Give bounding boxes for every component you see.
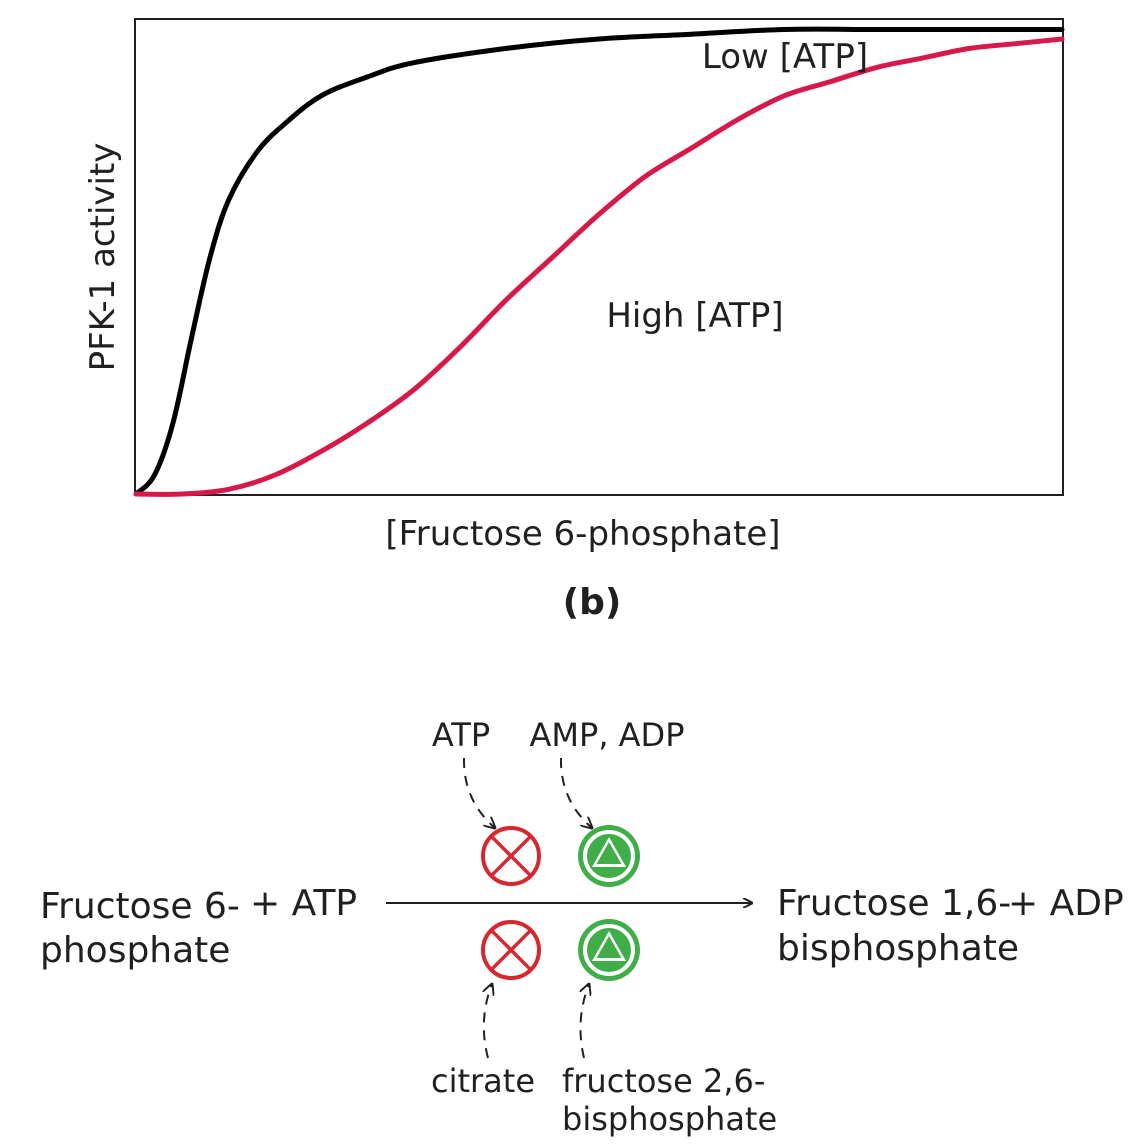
substrate-label: Fructose 6- phosphate xyxy=(40,886,251,971)
substrate-line-1: Fructose 6- xyxy=(40,886,240,927)
chart: Low [ATP] High [ATP] PFK-1 activity [Fru… xyxy=(83,18,1065,623)
dashed-arrow-f26bp xyxy=(580,984,589,1059)
x-axis-label: [Fructose 6-phosphate] xyxy=(385,514,780,554)
substrate-line-2: phosphate xyxy=(40,930,230,971)
regulator-f26bp-label: fructose 2,6- bisphosphate xyxy=(562,1062,777,1138)
activate-icon-bottom xyxy=(578,919,640,981)
f26bp-line-1: fructose 2,6- xyxy=(562,1062,765,1100)
y-axis-label: PFK-1 activity xyxy=(83,143,123,372)
regulator-amp-adp-label: AMP, ADP xyxy=(530,716,685,754)
series-line-low-atp xyxy=(133,26,1065,497)
cosubstrate-atp: + ATP xyxy=(250,883,357,924)
inhibit-icon-bottom xyxy=(481,920,541,980)
panel-caption: (b) xyxy=(563,582,622,623)
dashed-arrow-citrate xyxy=(484,984,492,1059)
regulator-citrate-label: citrate xyxy=(431,1062,535,1100)
dashed-arrow-atp xyxy=(462,757,495,828)
dashed-arrow-amp-adp xyxy=(559,757,592,828)
product-line-1: Fructose 1,6- xyxy=(777,883,1011,924)
coproduct-adp: + ADP xyxy=(1008,883,1124,924)
series-layer xyxy=(133,26,1065,497)
plot-frame xyxy=(134,18,1064,496)
product-label: Fructose 1,6- bisphosphate xyxy=(777,883,1023,969)
regulator-atp-label: ATP xyxy=(432,716,490,754)
activate-icon-top xyxy=(578,825,640,887)
reaction-diagram: Fructose 6- phosphate + ATP Fructose 1,6… xyxy=(40,716,1124,1138)
series-label-low-atp: Low [ATP] xyxy=(702,37,868,77)
inhibit-icon-top xyxy=(481,826,541,886)
series-label-high-atp: High [ATP] xyxy=(606,296,783,336)
f26bp-line-2: bisphosphate xyxy=(562,1100,777,1138)
product-line-2: bisphosphate xyxy=(777,928,1019,969)
series-line-high-atp xyxy=(133,36,1065,497)
